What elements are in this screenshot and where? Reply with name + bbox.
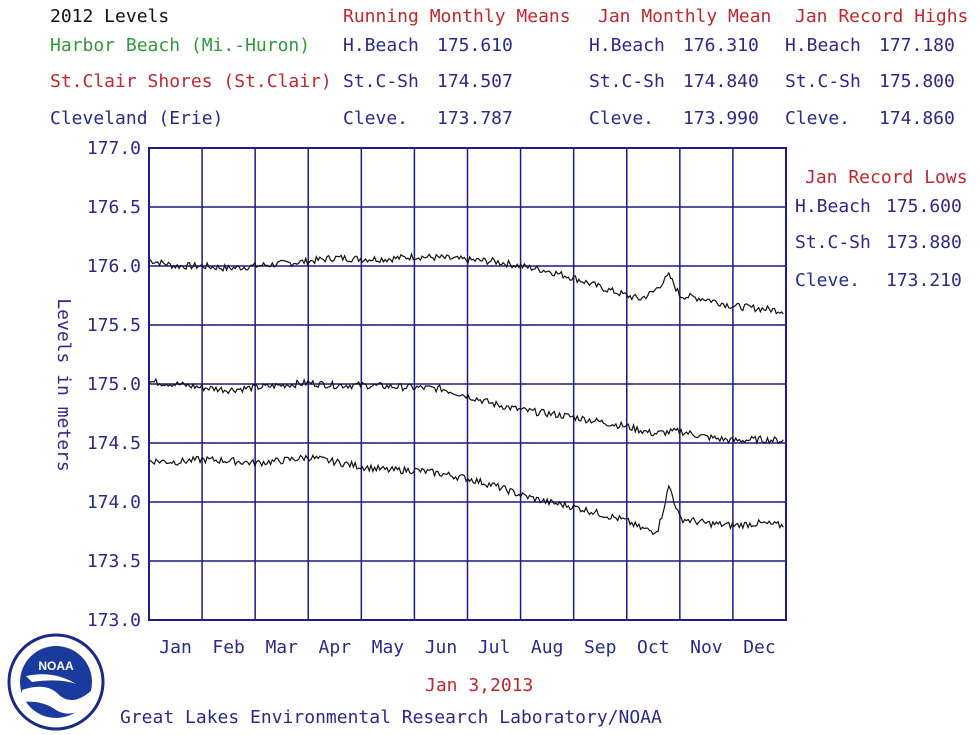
jan-low-abbr-stcsh: St.C-Sh [795,232,871,253]
jan-mean-hbeach: 176.310 [683,35,759,56]
x-tick-label: Mar [265,637,298,658]
running-mean-hbeach: 175.610 [437,35,513,56]
series-line-h-beach [148,252,784,315]
axis-ticks: 177.0 176.5 176.0 175.5 175.0 174.5 174.0 173.5… [87,138,776,658]
jan-highs-header: Jan Record Highs [795,6,969,27]
x-tick-label: Apr [319,637,352,658]
jan-mean-abbr-stcsh: St.C-Sh [589,71,665,92]
jan-low-abbr-hbeach: H.Beach [795,196,871,217]
running-abbr-hbeach: H.Beach [343,35,419,56]
running-means-header: Running Monthly Means [343,6,571,27]
noaa-logo-text: NOAA [38,659,74,673]
jan-lows-header: Jan Record Lows [805,167,968,188]
running-abbr-cleve: Cleve. [343,108,409,129]
jan-high-abbr-stcsh: St.C-Sh [785,71,861,92]
jan-high-abbr-hbeach: H.Beach [785,35,861,56]
y-tick-label: 174.0 [87,492,141,513]
running-abbr-stcsh: St.C-Sh [343,71,419,92]
jan-mean-cleve: 173.990 [683,108,759,129]
series-line-st-c-sh [148,377,784,446]
chart-title: 2012 Levels [50,6,170,27]
x-tick-label: Jan [159,637,192,658]
series-lines [148,252,784,536]
jan-high-stcsh: 175.800 [879,71,955,92]
station-name-cleveland: Cleveland (Erie) [50,108,224,129]
y-tick-label: 177.0 [87,138,141,159]
x-tick-label: Oct [637,637,670,658]
x-tick-label: Dec [743,637,776,658]
jan-low-abbr-cleve: Cleve. [795,270,861,291]
y-tick-label: 174.5 [87,433,141,454]
x-tick-label: May [372,637,405,658]
jan-mean-stcsh: 174.840 [683,71,759,92]
jan-high-cleve: 174.860 [879,108,955,129]
station-name-st-clair: St.Clair Shores (St.Clair) [50,71,332,92]
x-tick-label: Jul [478,637,511,658]
station-name-harbor-beach: Harbor Beach (Mi.-Huron) [50,35,311,56]
report-date: Jan 3,2013 [425,675,534,696]
lab-credit: Great Lakes Environmental Research Labor… [120,707,662,728]
y-tick-label: 176.5 [87,197,141,218]
grid [148,147,787,621]
series-line-cleve- [148,454,784,536]
running-mean-cleve: 173.787 [437,108,513,129]
jan-mean-header: Jan Monthly Mean [598,6,772,27]
jan-low-stcsh: 173.880 [886,232,962,253]
x-tick-label: Feb [212,637,245,658]
noaa-logo: NOAA [7,633,105,731]
y-tick-label: 176.0 [87,256,141,277]
jan-mean-abbr-hbeach: H.Beach [589,35,665,56]
running-mean-stcsh: 174.507 [437,71,513,92]
jan-low-hbeach: 175.600 [886,196,962,217]
y-tick-label: 175.0 [87,374,141,395]
x-tick-label: Jun [425,637,458,658]
y-tick-label: 173.5 [87,551,141,572]
x-tick-label: Nov [690,637,723,658]
jan-low-cleve: 173.210 [886,270,962,291]
jan-high-abbr-cleve: Cleve. [785,108,851,129]
x-tick-label: Sep [584,637,617,658]
jan-mean-abbr-cleve: Cleve. [589,108,655,129]
y-tick-label: 173.0 [87,610,141,631]
y-tick-label: 175.5 [87,315,141,336]
jan-high-hbeach: 177.180 [879,35,955,56]
x-tick-label: Aug [531,637,564,658]
y-axis-label: Levels in meters [53,298,74,471]
